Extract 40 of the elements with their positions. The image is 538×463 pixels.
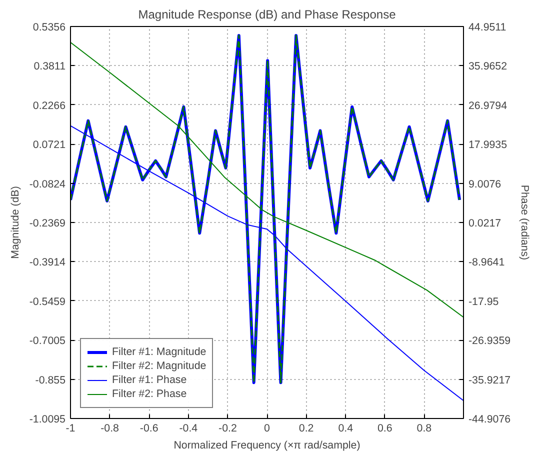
y-tick-label: -0.0824	[29, 178, 66, 190]
y2-tick-label: 26.9794	[468, 100, 508, 112]
legend-label: Filter #1: Magnitude	[112, 345, 206, 359]
y2-axis-title: Phase (radians)	[518, 184, 531, 260]
y2-tick-label: -17.95	[468, 296, 499, 308]
y-tick-label: -1.0095	[29, 414, 66, 426]
y-tick-label: 0.2266	[32, 100, 66, 112]
x-tick-label: 0.6	[377, 422, 392, 434]
y2-tick-label: 17.9935	[468, 139, 508, 152]
y-tick-label: 0.0721	[32, 139, 66, 152]
legend-label: Filter #1: Phase	[112, 373, 187, 387]
y-axis-title: Magnitude (dB)	[9, 186, 22, 259]
y2-tick-label: 35.9652	[468, 60, 508, 73]
x-axis-title: Normalized Frequency (×π rad/sample)	[174, 440, 360, 452]
x-tick-label: 0.2	[298, 422, 314, 434]
y2-tick-label: 0.0217	[468, 218, 502, 230]
chart-title: Magnitude Response (dB) and Phase Response	[138, 8, 396, 22]
y2-tick-label: -8.9641	[468, 256, 505, 269]
x-tick-label: -1	[66, 422, 76, 434]
x-tick-label: 0.8	[416, 422, 432, 434]
y-tick-label: -0.7005	[29, 335, 66, 348]
legend-label: Filter #2: Magnitude	[112, 359, 206, 373]
x-tick-label: -0.2	[218, 422, 237, 434]
y-tick-label: 0.5356	[32, 22, 66, 34]
y-tick-label: -0.3914	[29, 256, 66, 269]
y2-tick-label: -44.9076	[468, 414, 511, 426]
y-tick-label: 0.3811	[34, 60, 66, 73]
y-tick-label: -0.855	[35, 374, 66, 386]
legend-label: Filter #2: Phase	[112, 387, 187, 401]
x-tick-label: -0.4	[179, 422, 198, 434]
y2-tick-label: -35.9217	[468, 374, 511, 386]
x-tick-label: -0.6	[140, 422, 158, 434]
y2-tick-label: -26.9359	[468, 335, 511, 348]
x-tick-label: 0.4	[338, 422, 354, 434]
x-tick-label: 0	[264, 422, 270, 434]
y-tick-label: -0.2369	[29, 217, 66, 230]
x-tick-label: -0.8	[100, 422, 120, 434]
y2-tick-label: 44.9511	[468, 22, 506, 34]
y-tick-label: -0.5459	[29, 296, 66, 308]
y2-tick-label: 9.0076	[468, 178, 502, 190]
